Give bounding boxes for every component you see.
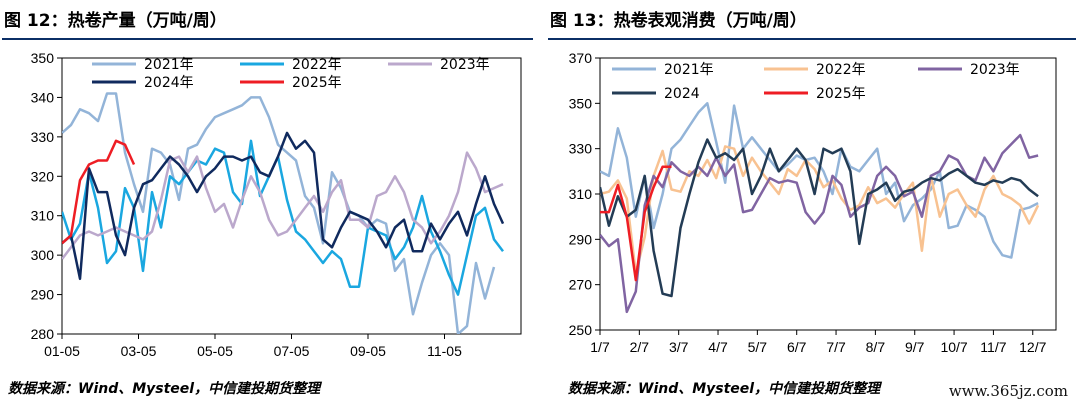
- y-tick-label: 310: [569, 186, 593, 202]
- x-tick-label: 5/7: [748, 339, 768, 355]
- series-line-2025年: [62, 139, 136, 245]
- x-tick-label: 09-05: [350, 343, 386, 359]
- production-chart-panel: 图 12：热卷产量（万吨/周） 280 290 300 310 320 330 340 350…: [0, 0, 536, 409]
- x-tick-label: 6/7: [787, 339, 807, 355]
- x-tick-label: 1/7: [590, 339, 610, 355]
- x-tick-label: 01-05: [44, 343, 80, 359]
- source-note: 数据来源：Wind、Mysteel，中信建投期货整理: [568, 381, 881, 397]
- consumption-chart-panel: 图 13：热卷表观消费（万吨/周） 250 270 290 310 330 350 370 1…: [540, 0, 1080, 409]
- consumption-line-chart: 250 270 290 310 330 350 370 1/7 2/7 3/7 4/7 5/7 6/7 7…: [569, 50, 1057, 355]
- y-tick-label: 290: [31, 287, 55, 303]
- legend-label: 2025年: [816, 86, 866, 102]
- y-tick-label: 320: [31, 168, 55, 184]
- x-tick-label: 4/7: [708, 339, 728, 355]
- chart-title: 图 12：热卷产量（万吨/周）: [4, 11, 227, 31]
- y-tick-label: 280: [31, 326, 55, 342]
- legend-label: 2023年: [440, 57, 490, 73]
- series-line-2021年: [600, 102, 1039, 259]
- legend-label: 2022年: [816, 62, 866, 78]
- y-tick-label: 310: [31, 208, 55, 224]
- y-tick-label: 340: [31, 89, 55, 105]
- legend-label: 2021年: [144, 57, 194, 73]
- x-tick-label: 2/7: [630, 339, 650, 355]
- watermark: www.365jz.com: [942, 379, 1074, 403]
- y-tick-label: 350: [31, 50, 55, 66]
- series-line-2024年: [62, 131, 505, 281]
- x-tick-label: 05-05: [197, 343, 233, 359]
- series-line-2023年: [62, 151, 504, 260]
- x-tick-label: 10/7: [940, 339, 967, 355]
- chart-title: 图 13：热卷表观消费（万吨/周）: [550, 11, 807, 31]
- legend-label: 2021年: [664, 62, 714, 78]
- y-tick-label: 330: [569, 141, 593, 157]
- y-tick-label: 270: [569, 277, 593, 293]
- x-tick-label: 11/7: [980, 339, 1006, 355]
- legend-label: 2024: [664, 86, 700, 102]
- x-tick-label: 11-05: [427, 343, 462, 359]
- title-divider: [2, 38, 533, 40]
- x-tick-label: 7/7: [826, 339, 846, 355]
- y-tick-label: 350: [569, 95, 593, 111]
- x-tick-label: 03-05: [121, 343, 157, 359]
- x-tick-label: 3/7: [669, 339, 689, 355]
- title-divider: [548, 38, 1076, 40]
- x-tick-label: 12/7: [1019, 339, 1046, 355]
- series-line-2022年: [600, 145, 1040, 275]
- y-tick-label: 250: [569, 322, 593, 338]
- series-line-2021年: [62, 92, 496, 334]
- production-line-chart: 280 290 300 310 320 330 340 350 01-05 03-05 05-05 0…: [31, 50, 522, 359]
- series-line-2024: [600, 138, 1039, 298]
- y-tick-label: 330: [31, 129, 55, 145]
- y-tick-label: 300: [31, 247, 55, 263]
- legend-label: 2022年: [292, 57, 342, 73]
- x-tick-label: 8/7: [866, 339, 886, 355]
- x-tick-label: 9/7: [905, 339, 925, 355]
- series-line-2025年: [600, 165, 672, 282]
- source-note: 数据来源：Wind、Mysteel，中信建投期货整理: [8, 381, 321, 397]
- legend-label: 2024年: [144, 75, 194, 91]
- x-tick-label: 07-05: [274, 343, 310, 359]
- y-tick-label: 290: [569, 231, 593, 247]
- legend-label: 2025年: [292, 75, 342, 91]
- y-tick-label: 370: [569, 50, 593, 66]
- legend-label: 2023年: [970, 62, 1020, 78]
